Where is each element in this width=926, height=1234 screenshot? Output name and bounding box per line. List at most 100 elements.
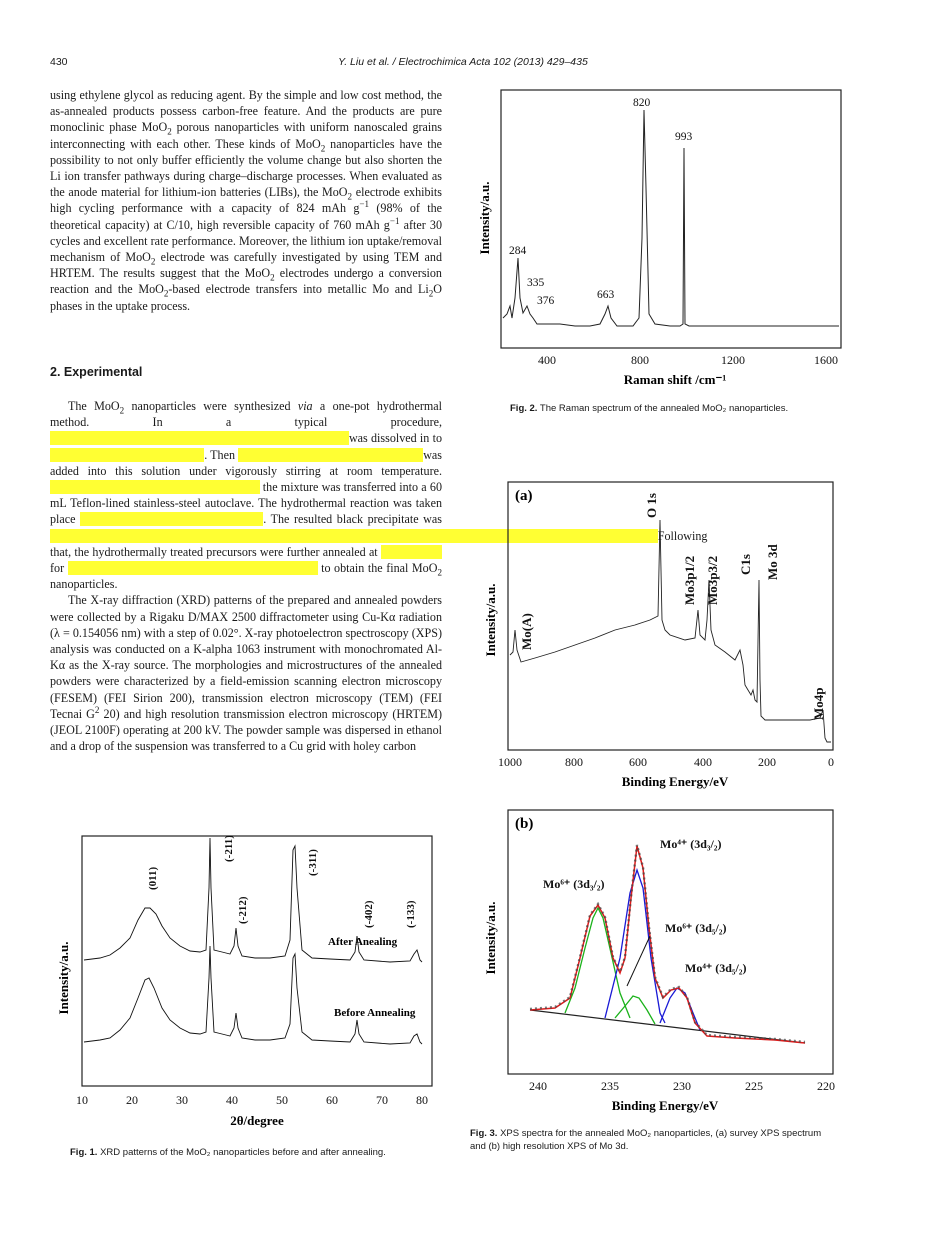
fig3-caption-line2: and (b) high resolution XPS of Mo 3d.	[470, 1141, 629, 1152]
experimental-text: The MoO2 nanoparticles were synthesized …	[50, 399, 708, 754]
fig3b-panel-label: (b)	[515, 816, 533, 832]
fig3b-xtick: 230	[673, 1079, 691, 1093]
fig1-peak-label: (-211)	[223, 835, 235, 862]
fig2-caption: Fig. 2. The Raman spectrum of the anneal…	[510, 402, 788, 415]
fig1-peak-label: (-311)	[307, 849, 319, 876]
fig3a-peak-label: C1s	[738, 554, 753, 575]
fig3b-xticks: 240 235 230 225 220	[529, 1079, 835, 1093]
fig1-xtick: 80	[416, 1093, 428, 1107]
fig2-ylabel: Intensity/a.u.	[477, 182, 492, 255]
journal-reference: Y. Liu et al. / Electrochimica Acta 102 …	[338, 56, 588, 68]
fig2-raman-chart: 400 800 1200 1600 Raman shift /cm⁻¹ Inte…	[477, 89, 842, 387]
fig2-xlabel: Raman shift /cm⁻¹	[624, 372, 727, 387]
fig2-caption-text: The Raman spectrum of the annealed MoO₂ …	[539, 403, 789, 414]
fig1-xtick: 60	[326, 1093, 338, 1107]
fig1-xticks: 10 20 30 40 50 60 70 80	[76, 1093, 428, 1107]
fig3a-xtick: 200	[758, 755, 776, 769]
fig3a-xticks: 1000 800 600 400 200 0	[498, 755, 834, 769]
fig1-peak-label: (-133)	[405, 900, 417, 928]
fig3b-xtick: 240	[529, 1079, 547, 1093]
fig3b-peak-label: Mo⁶⁺ (3d₃/₂)	[543, 877, 604, 891]
fig3a-spectrum-line	[509, 519, 831, 743]
fig3a-xps-survey-chart: (a) 1000 800 600 400 200 0 Binding Energ…	[483, 481, 834, 789]
fig1-caption-label: Fig. 1.	[70, 1147, 98, 1158]
fig2-peak-label: 284	[509, 245, 527, 257]
fig3-caption: Fig. 3. XPS spectra for the annealed MoO…	[470, 1127, 870, 1153]
fig3a-xtick: 600	[629, 755, 647, 769]
fig1-peak-label: (-212)	[237, 896, 249, 924]
fig3a-xtick: 800	[565, 755, 583, 769]
fig1-peak-labels: (011) (-211) (-212) (-311) (-402) (-133)	[147, 835, 417, 928]
fig1-caption-text: XRD patterns of the MoO₂ nanoparticles b…	[100, 1147, 386, 1158]
section-heading: 2. Experimental	[50, 365, 143, 379]
fig2-peak-label: 663	[597, 289, 615, 301]
fig2-caption-label: Fig. 2.	[510, 403, 538, 414]
fig1-frame	[81, 835, 433, 1087]
fig3a-ylabel: Intensity/a.u.	[483, 584, 498, 657]
fig3b-xps-mo3d-chart: (b) 240 235 230 225 220 Binding Energy/e…	[483, 809, 835, 1113]
fig1-xrd-chart: 10 20 30 40 50 60 70 80 2θ/degree Intens…	[56, 835, 433, 1128]
fig3-caption-label: Fig. 3.	[470, 1128, 498, 1139]
fig3b-baseline	[529, 1009, 806, 1044]
fig3b-ylabel: Intensity/a.u.	[483, 902, 498, 975]
fig3b-fit-mo6-3d52	[614, 995, 656, 1025]
page-number: 430	[50, 56, 68, 68]
fig3a-xlabel: Binding Energy/eV	[622, 774, 729, 789]
fig1-caption: Fig. 1. XRD patterns of the MoO₂ nanopar…	[70, 1146, 386, 1159]
fig3a-peak-label: Mo(A)	[519, 613, 534, 650]
fig2-peak-label: 993	[675, 131, 693, 143]
fig3a-panel-label: (a)	[515, 488, 533, 504]
fig3b-data-points	[529, 844, 806, 1044]
fig3b-peak-label: Mo⁴⁺ (3d₅/₂)	[685, 961, 746, 975]
fig1-ylabel: Intensity/a.u.	[56, 942, 71, 1015]
fig2-peak-label: 820	[633, 97, 651, 109]
fig2-xtick: 400	[538, 353, 556, 367]
fig1-peak-label: (-402)	[363, 900, 375, 928]
fig1-legend-before: Before Annealing	[334, 1007, 416, 1019]
fig3a-xtick: 0	[828, 755, 834, 769]
fig3b-peak-label: Mo⁶⁺ (3d₅/₂)	[665, 921, 726, 935]
fig1-after-annealing-line	[83, 837, 423, 963]
fig2-xtick: 1200	[721, 353, 745, 367]
fig3b-xlabel: Binding Energy/eV	[612, 1098, 719, 1113]
fig3b-xtick: 220	[817, 1079, 835, 1093]
fig3a-peak-label: Mo3p1/2	[682, 556, 697, 605]
fig3b-xtick: 235	[601, 1079, 619, 1093]
fig1-xtick: 70	[376, 1093, 388, 1107]
fig1-xtick: 10	[76, 1093, 88, 1107]
fig1-xtick: 30	[176, 1093, 188, 1107]
intro-paragraph: using ethylene glycol as reducing agent.…	[50, 88, 443, 313]
fig1-legend-after: After Anealing	[328, 936, 398, 948]
fig3a-peak-label: Mo3p3/2	[705, 556, 720, 605]
fig1-peak-label: (011)	[147, 866, 159, 890]
fig1-before-annealing-line	[83, 945, 423, 1045]
fig3a-peak-labels: O 1s Mo3p1/2 Mo3p3/2 C1s Mo 3d Mo(A) Mo4…	[519, 493, 826, 720]
fig3b-xtick: 225	[745, 1079, 763, 1093]
fig3a-peak-label: O 1s	[644, 493, 659, 518]
fig2-peak-label: 335	[527, 277, 545, 289]
fig3b-frame	[507, 809, 834, 1075]
fig3a-xtick: 400	[694, 755, 712, 769]
fig3a-frame	[507, 481, 834, 751]
fig3b-peak-label: Mo⁴⁺ (3d₃/₂)	[660, 837, 721, 851]
page-header: 430 Y. Liu et al. / Electrochimica Acta …	[50, 56, 876, 70]
fig2-frame	[500, 89, 842, 349]
fig3b-fit-mo6-3d32	[564, 906, 631, 1019]
fig2-xtick: 800	[631, 353, 649, 367]
fig2-peak-labels: 820 993 284 335 376 663	[509, 97, 693, 307]
fig3b-peak-labels: Mo⁴⁺ (3d₃/₂) Mo⁶⁺ (3d₃/₂) Mo⁶⁺ (3d₅/₂) M…	[543, 837, 746, 975]
fig2-xticks: 400 800 1200 1600	[538, 353, 838, 367]
fig3b-fit-mo4-3d32	[604, 867, 666, 1024]
fig3-caption-line1: XPS spectra for the annealed MoO₂ nanopa…	[500, 1128, 822, 1139]
fig3a-peak-label: Mo4p	[811, 688, 826, 721]
fig1-xtick: 50	[276, 1093, 288, 1107]
fig2-spectrum-line	[502, 109, 839, 327]
fig2-peak-label: 376	[537, 295, 555, 307]
fig1-xlabel: 2θ/degree	[230, 1113, 284, 1128]
fig1-xtick: 40	[226, 1093, 238, 1107]
fig1-xtick: 20	[126, 1093, 138, 1107]
fig3b-envelope-line	[529, 845, 806, 1044]
fig2-xtick: 1600	[814, 353, 838, 367]
fig3b-arrow	[626, 935, 651, 987]
fig3a-xtick: 1000	[498, 755, 522, 769]
